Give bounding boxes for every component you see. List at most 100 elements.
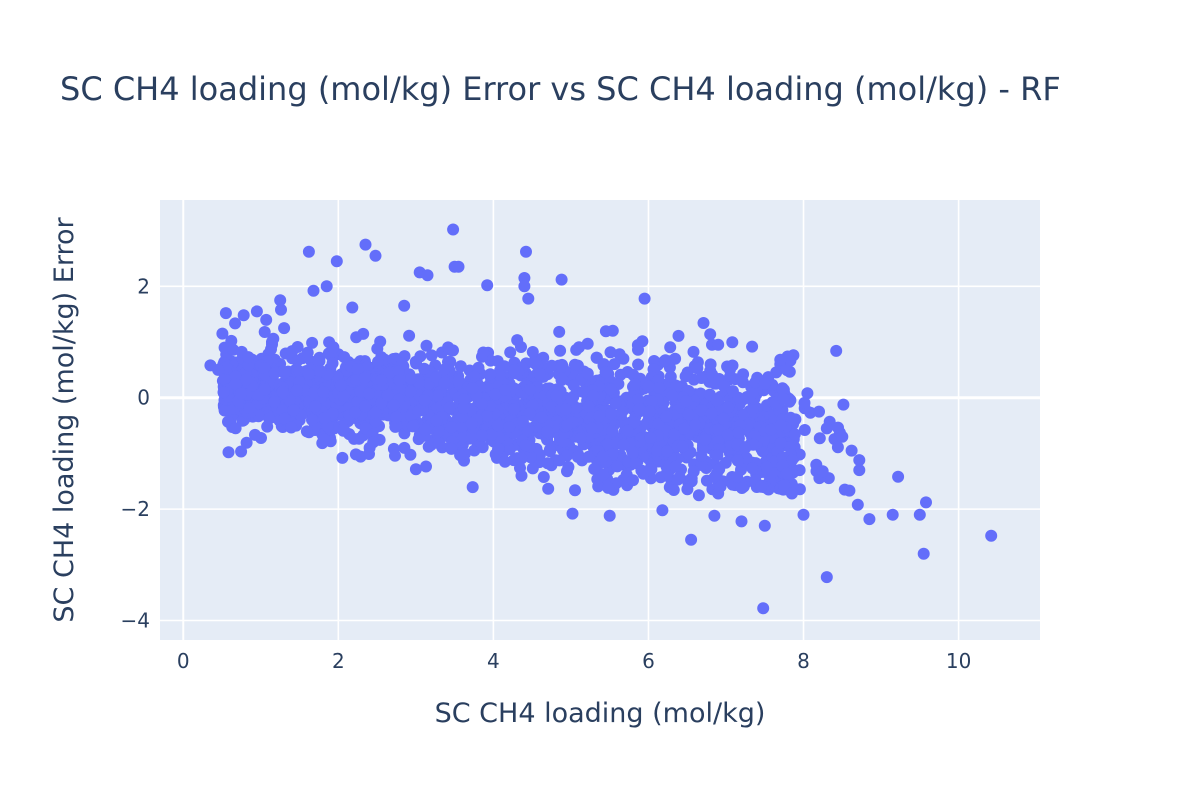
scatter-point <box>492 442 505 455</box>
scatter-point <box>276 385 289 398</box>
scatter-point <box>268 395 281 408</box>
scatter-point <box>820 422 833 435</box>
scatter-point <box>363 387 375 400</box>
scatter-point <box>286 345 299 358</box>
scatter-point <box>785 487 798 500</box>
scatter-point <box>263 412 276 425</box>
scatter-point <box>660 410 673 423</box>
scatter-point <box>801 387 814 400</box>
scatter-point <box>258 383 271 396</box>
scatter-point <box>317 385 330 398</box>
scatter-point <box>229 422 242 435</box>
scatter-point <box>489 388 502 401</box>
scatter-point <box>443 401 456 414</box>
scatter-point <box>717 412 730 425</box>
scatter-point <box>732 426 745 439</box>
scatter-point <box>541 457 554 470</box>
scatter-point <box>390 419 403 432</box>
scatter-point <box>757 602 770 615</box>
scatter-point <box>544 445 557 458</box>
scatter-point <box>614 368 627 381</box>
scatter-point <box>664 341 677 354</box>
scatter-point <box>508 403 520 415</box>
scatter-point <box>627 474 639 487</box>
scatter-point <box>308 386 320 399</box>
scatter-point <box>383 366 396 379</box>
scatter-point <box>349 406 362 419</box>
scatter-point <box>632 393 644 406</box>
scatter-point <box>830 344 843 357</box>
scatter-point <box>438 376 451 389</box>
scatter-point <box>431 389 444 402</box>
scatter-point <box>466 382 479 395</box>
scatter-point <box>582 450 595 463</box>
scatter-point <box>606 425 619 438</box>
scatter-point <box>369 249 382 262</box>
scatter-point <box>668 428 681 441</box>
scatter-point <box>863 513 876 526</box>
scatter-point <box>726 336 739 349</box>
scatter-point <box>330 255 343 268</box>
scatter-point <box>760 461 773 474</box>
x-tick-label: 10 <box>946 649 971 673</box>
scatter-point <box>758 377 771 390</box>
scatter-point <box>526 346 539 358</box>
scatter-point <box>545 359 558 372</box>
scatter-point <box>503 421 516 433</box>
scatter-point <box>404 385 417 398</box>
scatter-point <box>432 424 445 437</box>
scatter-point <box>574 432 587 445</box>
scatter-point <box>642 380 655 393</box>
scatter-point <box>711 449 724 461</box>
scatter-point <box>287 404 300 417</box>
scatter-point <box>249 428 261 441</box>
scatter-point <box>524 383 537 396</box>
scatter-point <box>522 292 535 305</box>
scatter-point <box>493 369 506 381</box>
chart-title: SC CH4 loading (mol/kg) Error vs SC CH4 … <box>60 70 1061 108</box>
scatter-point <box>605 407 618 420</box>
scatter-point <box>528 357 541 369</box>
scatter-point <box>561 419 574 432</box>
scatter-point <box>635 464 648 477</box>
scatter-point <box>985 529 998 542</box>
scatter-point <box>237 309 250 322</box>
scatter-point <box>886 508 899 521</box>
scatter-point <box>561 465 573 478</box>
scatter-point <box>454 360 467 373</box>
scatter-point <box>652 417 665 430</box>
scatter-point <box>258 362 271 374</box>
scatter-point <box>617 438 630 451</box>
scatter-point <box>553 454 566 467</box>
scatter-point <box>242 351 255 364</box>
scatter-point <box>797 508 810 521</box>
scatter-point <box>421 269 434 282</box>
scatter-point <box>659 354 672 367</box>
scatter-point <box>739 441 752 454</box>
scatter-point <box>687 345 700 358</box>
scatter-point <box>664 370 677 383</box>
scatter-point <box>516 415 529 428</box>
scatter-point <box>422 440 435 453</box>
scatter-point <box>758 519 771 532</box>
scatter-point <box>550 389 563 402</box>
y-axis-ticks: −4 −2 0 2 <box>121 274 150 632</box>
scatter-point <box>218 373 231 386</box>
scatter-point <box>219 307 232 320</box>
x-axis-ticks: 0 2 4 6 8 10 <box>177 649 971 673</box>
scatter-point <box>250 305 263 318</box>
scatter-point <box>398 299 411 312</box>
scatter-point <box>726 385 739 398</box>
scatter-point <box>705 407 718 420</box>
scatter-point <box>604 346 617 359</box>
scatter-point <box>351 363 364 375</box>
scatter-point <box>481 279 494 292</box>
scatter-point <box>225 334 238 347</box>
scatter-point <box>545 400 558 413</box>
scatter-point <box>831 441 844 454</box>
scatter-point <box>699 433 712 446</box>
scatter-point <box>314 365 327 377</box>
scatter-point <box>472 361 485 374</box>
scatter-point <box>680 395 692 408</box>
scatter-point <box>581 367 594 380</box>
